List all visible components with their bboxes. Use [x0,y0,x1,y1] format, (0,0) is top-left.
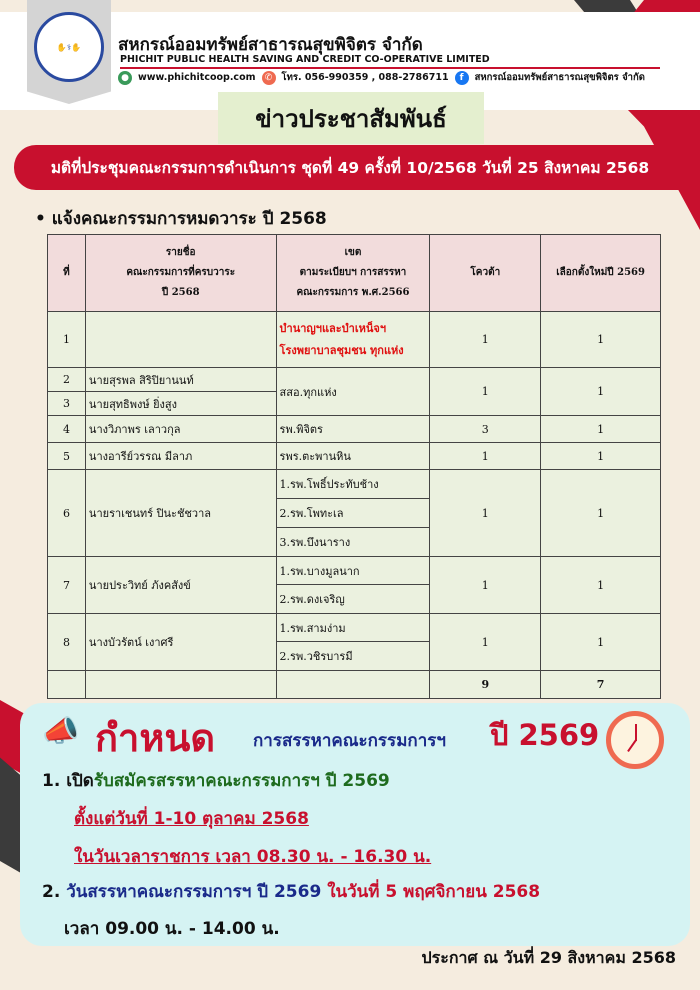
cell-quota: 1 [429,311,542,368]
meeting-banner: มติที่ประชุมคณะกรรมการดำเนินการ ชุดที่ 4… [14,145,686,190]
cell-zone: 1.รพ.บางมูลนาก [275,556,431,585]
cell-name: นายสุทธิพงษ์ ยิ่งสูง [84,391,277,416]
header-divider [120,67,660,69]
col-quota: โควต้า [429,234,542,312]
cell-name: นางบัวรัตน์ เงาศรี [84,613,277,671]
table-row: 7 นายประวิทย์ ภังคสังข์ 1.รพ.บางมูลนาก 1… [47,556,661,614]
cell-zone: รพ.พิจิตร [275,415,431,443]
cell-no: 2 [47,367,86,392]
total-elect: 7 [540,670,661,699]
item-2: 2. วันสรรหาคณะกรรมการฯ ปี 2569 ในวันที่ … [42,882,541,902]
table-header: ที่ รายชื่อ คณะกรรมการที่ครบวาระ ปี 2568… [47,234,661,312]
table-row: 4 นางวิภาพร เลาวกุล รพ.พิจิตร 3 1 [47,415,661,443]
phone-text: โทร. 056-990359 , 088-2786711 [281,72,449,83]
cell-quota: 1 [429,469,542,557]
cell-elect: 1 [540,311,661,368]
org-name-th: สหกรณ์ออมทรัพย์สาธารณสุขพิจิตร จำกัด [118,35,423,55]
cell-elect: 1 [540,442,661,470]
cell-name: นางอารีย์วรรณ มีลาภ [84,442,277,470]
item-1-date: ตั้งแต่วันที่ 1-10 ตุลาคม 2568 [74,809,309,829]
item-1-time: ในวันเวลาราชการ เวลา 08.30 น. - 16.30 น. [74,847,432,867]
schedule-heading: กำหนด [95,716,216,760]
cell-quota: 1 [429,556,542,614]
cell-no: 6 [47,469,86,557]
cell-zone: 2.รพ.วชิรบารมี [275,641,431,671]
cell-no: 4 [47,415,86,443]
website-link[interactable]: www.phichitcoop.com [138,72,256,83]
cell-name: นายราเชนทร์ ปินะชัชวาล [84,469,277,557]
org-name-en: PHICHIT PUBLIC HEALTH SAVING AND CREDIT … [120,54,490,65]
page-title: ข่าวประชาสัมพันธ์ [218,92,484,144]
cell-no: 7 [47,556,86,614]
cell-no: 3 [47,391,86,416]
item-1: 1. เปิดรับสมัครสรรหาคณะกรรมการฯ ปี 2569 [42,771,390,791]
col-no: ที่ [47,234,86,312]
cell-zone: 1.รพ.สามง่าม [275,613,431,642]
zone-line: โรงพยาบาลชุมชน ทุกแห่ง [279,343,404,357]
cell-elect: 1 [540,469,661,557]
cell-zone: บำนาญฯและบำเหน็จฯโรงพยาบาลชุมชน ทุกแห่ง [275,311,431,368]
cell-name: นายประวิทย์ ภังคสังข์ [84,556,277,614]
table-row: 2 นายสุรพล สิริปิยานนท์ สสอ.ทุกแห่ง 1 1 [47,367,661,416]
cell-name: นายสุรพล สิริปิยานนท์ [84,367,277,392]
table-row: 8 นางบัวรัตน์ เงาศรี 1.รพ.สามง่าม 1 1 [47,613,661,671]
total-quota: 9 [429,670,542,699]
megaphone-icon: 📣 [42,714,80,749]
cell-zone: สสอ.ทุกแห่ง [275,367,431,416]
cell-zone: 2.รพ.โพทะเล [275,498,431,528]
header: สหกรณ์ออมทรัพย์สาธารณสุขพิจิตร จำกัด PHI… [0,12,700,110]
cell-zone: 2.รพ.ดงเจริญ [275,584,431,614]
committee-table: ที่ รายชื่อ คณะกรรมการที่ครบวาระ ปี 2568… [47,234,661,699]
facebook-link[interactable]: สหกรณ์ออมทรัพย์สาธารณสุขพิจิตร จำกัด [474,72,645,83]
schedule-card [20,703,690,946]
cell-quota: 1 [429,442,542,470]
item-2-time: เวลา 09.00 น. - 14.00 น. [64,919,280,939]
org-logo: ✋⚕✋ [34,12,104,82]
cell-quota: 3 [429,415,542,443]
cell-no: 5 [47,442,86,470]
cell-quota: 1 [429,367,542,416]
clock-icon [606,711,664,769]
table-row: 5 นางอารีย์วรรณ มีลาภ รพร.ตะพานหิน 1 1 [47,442,661,470]
cell-elect: 1 [540,613,661,671]
cell-elect: 1 [540,367,661,416]
schedule-year: ปี 2569 [490,718,600,752]
col-zone: เขต ตามระเบียบฯ การสรรหา คณะกรรมการ พ.ศ.… [275,234,431,312]
phone-icon: ✆ [261,70,276,85]
cell-elect: 1 [540,415,661,443]
cell-zone: รพร.ตะพานหิน [275,442,431,470]
cell-no: 1 [47,311,86,368]
globe-icon: ● [118,70,132,85]
cell-name: นางวิภาพร เลาวกุล [84,415,277,443]
schedule-subheading: การสรรหาคณะกรรมการฯ [253,731,446,751]
col-name: รายชื่อ คณะกรรมการที่ครบวาระ ปี 2568 [84,234,277,312]
facebook-icon: f [454,70,469,85]
cell-zone: 3.รพ.บึงนาราง [275,527,431,557]
announcement-date: ประกาศ ณ วันที่ 29 สิงหาคม 2568 [421,948,677,967]
col-elect: เลือกตั้งใหม่ปี 2569 [540,234,661,312]
cell-quota: 1 [429,613,542,671]
table-row: 3 นายสุทธิพงษ์ ยิ่งสูง [47,391,661,416]
table-row: 6 นายราเชนทร์ ปินะชัชวาล 1.รพ.โพธิ์ประทั… [47,469,661,557]
total-row: 9 7 [47,670,661,699]
contact-bar: ● www.phichitcoop.com ✆ โทร. 056-990359 … [118,70,645,85]
table-row: 1 บำนาญฯและบำเหน็จฯโรงพยาบาลชุมชน ทุกแห่… [47,311,661,368]
cell-zone: 1.รพ.โพธิ์ประทับช้าง [275,469,431,499]
cell-name [84,311,277,368]
section-heading: • แจ้งคณะกรรมการหมดวาระ ปี 2568 [35,209,327,229]
zone-line: บำนาญฯและบำเหน็จฯ [279,321,387,335]
cell-no: 8 [47,613,86,671]
cell-elect: 1 [540,556,661,614]
